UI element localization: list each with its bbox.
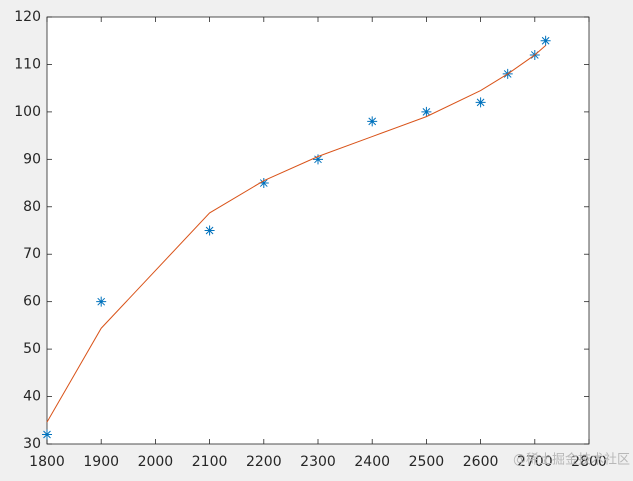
- y-tick-label: 40: [23, 389, 41, 405]
- x-tick-label: 2400: [354, 454, 390, 470]
- marker: [258, 178, 269, 189]
- y-tick-label: 70: [23, 246, 41, 262]
- x-tick-label: 1800: [29, 454, 65, 470]
- marker: [204, 225, 215, 236]
- y-tick-label: 60: [23, 294, 41, 310]
- y-tick-label: 110: [14, 56, 41, 72]
- x-tick-label: 1900: [83, 454, 119, 470]
- x-tick-label: 2200: [246, 454, 282, 470]
- marker: [475, 97, 486, 108]
- line-series: [46, 45, 546, 423]
- x-tick-label: 2600: [463, 454, 499, 470]
- x-tick-label: 2100: [192, 454, 228, 470]
- y-tick-label: 100: [14, 104, 41, 120]
- y-tick-label: 80: [23, 199, 41, 215]
- x-tick-label: 2000: [138, 454, 174, 470]
- marker: [421, 106, 432, 117]
- marker: [96, 296, 107, 307]
- marker: [367, 116, 378, 127]
- x-tick-label: 2800: [571, 454, 607, 470]
- x-tick-label: 2700: [517, 454, 553, 470]
- y-tick-label: 50: [23, 341, 41, 357]
- x-tick-label: 2500: [409, 454, 445, 470]
- marker: [42, 429, 52, 440]
- y-tick-label: 120: [14, 9, 41, 25]
- y-tick-label: 30: [23, 436, 41, 452]
- plot-area: [46, 16, 590, 445]
- watermark: @稀土掘金技术社区: [513, 452, 630, 468]
- y-tick-label: 90: [23, 151, 41, 167]
- marker: [313, 154, 323, 165]
- marker: [540, 35, 551, 46]
- x-tick-label: 2300: [300, 454, 336, 470]
